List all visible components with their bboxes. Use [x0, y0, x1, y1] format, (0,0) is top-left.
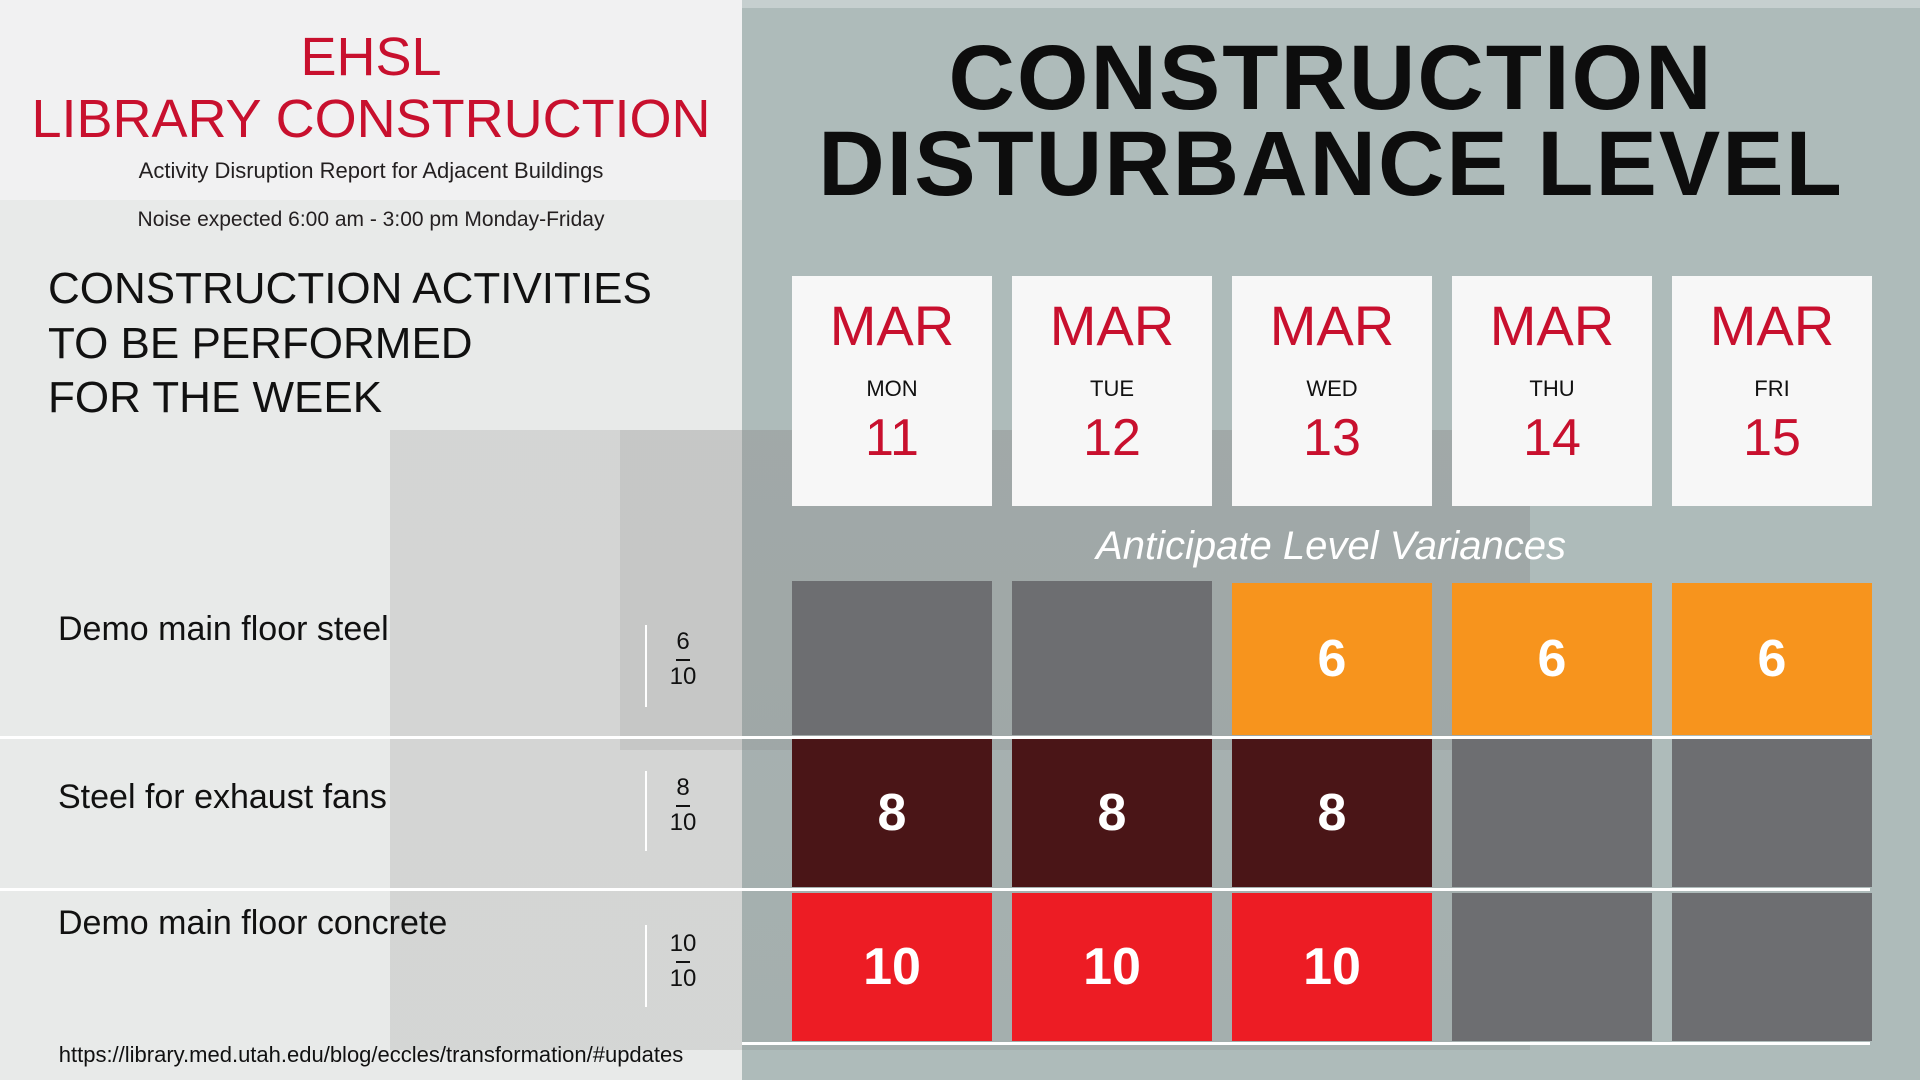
activities-heading: CONSTRUCTION ACTIVITIES TO BE PERFORMED … — [48, 262, 728, 426]
level-separator — [676, 804, 690, 807]
activity-name: Demo main floor steel — [58, 610, 389, 648]
activities-heading-line: FOR THE WEEK — [48, 373, 383, 423]
level-cell — [1452, 739, 1652, 887]
level-max: 10 — [669, 808, 697, 836]
date-card-wed: MAR WED 13 — [1232, 276, 1432, 506]
updates-url[interactable]: https://library.med.utah.edu/blog/eccles… — [58, 1042, 684, 1067]
activities-heading-line: TO BE PERFORMED — [48, 318, 473, 368]
date-number: 12 — [1083, 409, 1141, 467]
left-header-background — [0, 0, 742, 200]
date-month: MAR — [829, 294, 955, 357]
noise-note: Noise expected 6:00 am - 3:00 pm Monday-… — [137, 208, 605, 231]
level-cell — [1012, 581, 1212, 735]
level-cell: 6 — [1232, 583, 1432, 735]
activity-level: 6 10 — [647, 628, 719, 692]
date-number: 14 — [1523, 409, 1581, 467]
variance-label: Anticipate Level Variances — [1096, 524, 1566, 568]
library-construction-title: LIBRARY CONSTRUCTION — [31, 89, 711, 149]
date-weekday: TUE — [1090, 376, 1134, 401]
level-value: 10 — [669, 930, 697, 957]
date-number: 15 — [1743, 409, 1801, 467]
date-card-fri: MAR FRI 15 — [1672, 276, 1872, 506]
date-card-mon: MAR MON 11 — [792, 276, 992, 506]
level-max: 10 — [669, 662, 697, 690]
date-weekday: THU — [1529, 376, 1575, 401]
ehsl-title: EHSL — [300, 27, 442, 87]
main-title-line2: DISTURBANCE LEVEL — [818, 113, 1844, 215]
activity-level: 8 10 — [647, 774, 719, 838]
level-separator — [676, 960, 690, 963]
level-value: 8 — [676, 774, 690, 801]
level-cell: 8 — [1232, 739, 1432, 887]
activity-name: Demo main floor concrete — [58, 904, 448, 942]
date-weekday: MON — [866, 376, 918, 401]
date-number: 11 — [865, 409, 919, 467]
level-divider — [645, 625, 647, 707]
date-month: MAR — [1709, 294, 1835, 357]
date-card-thu: MAR THU 14 — [1452, 276, 1652, 506]
level-cell — [1672, 893, 1872, 1041]
date-month: MAR — [1049, 294, 1175, 357]
level-cell: 10 — [792, 893, 992, 1041]
level-cell: 8 — [792, 739, 992, 887]
level-max: 10 — [669, 964, 697, 992]
level-cell: 6 — [1672, 583, 1872, 735]
level-cell — [1452, 893, 1652, 1041]
report-subtitle: Activity Disruption Report for Adjacent … — [138, 158, 604, 183]
level-cell — [1672, 739, 1872, 887]
level-separator — [676, 658, 690, 661]
row-divider — [0, 736, 1870, 739]
level-cell: 8 — [1012, 739, 1212, 887]
level-value: 6 — [676, 628, 690, 655]
date-card-tue: MAR TUE 12 — [1012, 276, 1212, 506]
date-number: 13 — [1303, 409, 1361, 467]
date-weekday: FRI — [1754, 376, 1790, 401]
level-cell: 6 — [1452, 583, 1652, 735]
date-weekday: WED — [1306, 376, 1358, 401]
level-cell: 10 — [1232, 893, 1432, 1041]
activity-level: 10 10 — [647, 930, 719, 994]
activities-heading-line: CONSTRUCTION ACTIVITIES — [48, 264, 652, 313]
main-title-line1: CONSTRUCTION — [948, 27, 1714, 129]
date-month: MAR — [1489, 294, 1615, 357]
activity-name: Steel for exhaust fans — [58, 778, 387, 816]
row-divider — [742, 1042, 1870, 1045]
level-divider — [645, 925, 647, 1007]
level-divider — [645, 771, 647, 851]
row-divider — [0, 888, 1870, 891]
date-month: MAR — [1269, 294, 1395, 357]
level-cell: 10 — [1012, 893, 1212, 1041]
level-cell — [792, 581, 992, 735]
